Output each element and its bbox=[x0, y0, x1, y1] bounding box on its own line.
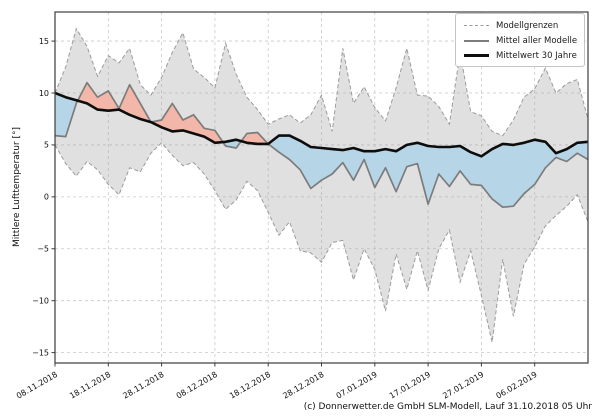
lower-model-bound-line bbox=[55, 142, 588, 343]
legend-item-mittelwert-30-jahre: Mittelwert 30 Jahre bbox=[464, 48, 580, 63]
model-range-band bbox=[55, 28, 588, 343]
legend-label: Mittelwert 30 Jahre bbox=[496, 50, 577, 61]
y-tick-label: 5 bbox=[44, 141, 49, 150]
legend-item-mittel-aller-modelle: Mittel aller Modelle bbox=[464, 33, 580, 48]
y-tick-label: −15 bbox=[32, 348, 49, 357]
x-tick-label: 28.11.2018 bbox=[121, 370, 165, 401]
dashed-line-swatch-icon bbox=[464, 25, 489, 26]
warmer-than-climate-fill bbox=[77, 82, 223, 143]
x-tick-label: 08.11.2018 bbox=[15, 370, 59, 401]
x-tick-label: 07.01.2019 bbox=[335, 370, 379, 401]
y-tick-label: −5 bbox=[37, 245, 49, 254]
black-line-swatch-icon bbox=[464, 54, 489, 57]
legend-item-modellgrenzen: Modellgrenzen bbox=[464, 18, 580, 33]
legend: Modellgrenzen Mittel aller Modelle Mitte… bbox=[455, 13, 585, 67]
x-tick-label: 27.01.2019 bbox=[441, 370, 485, 401]
x-tick-label: 17.01.2019 bbox=[388, 370, 432, 401]
legend-label: Modellgrenzen bbox=[496, 20, 559, 31]
warmer-than-climate-fill bbox=[241, 132, 269, 144]
colder-than-climate-fill bbox=[268, 135, 588, 208]
x-tick-label: 08.12.2018 bbox=[175, 370, 219, 401]
x-tick-label: 06.02.2019 bbox=[495, 370, 539, 401]
model-mean-line bbox=[55, 81, 588, 209]
y-tick-label: 10 bbox=[39, 89, 49, 98]
climate-mean-line bbox=[55, 91, 588, 158]
copyright-caption: (c) Donnerwetter.de GmbH SLM-Modell, Lau… bbox=[303, 402, 592, 412]
colder-than-climate-fill bbox=[55, 93, 78, 137]
y-axis-label: Mittlere Lufttemperatur [°] bbox=[12, 127, 22, 247]
x-tick-label: 28.12.2018 bbox=[281, 370, 325, 401]
y-tick-label: −10 bbox=[32, 296, 49, 305]
y-tick-label: 0 bbox=[44, 193, 49, 202]
legend-label: Mittel aller Modelle bbox=[496, 35, 578, 46]
gray-line-swatch-icon bbox=[464, 39, 489, 42]
x-tick-label: 18.12.2018 bbox=[228, 370, 272, 401]
x-tick-label: 18.11.2018 bbox=[68, 370, 112, 401]
upper-model-bound-line bbox=[55, 27, 588, 137]
y-tick-label: 15 bbox=[39, 37, 49, 46]
